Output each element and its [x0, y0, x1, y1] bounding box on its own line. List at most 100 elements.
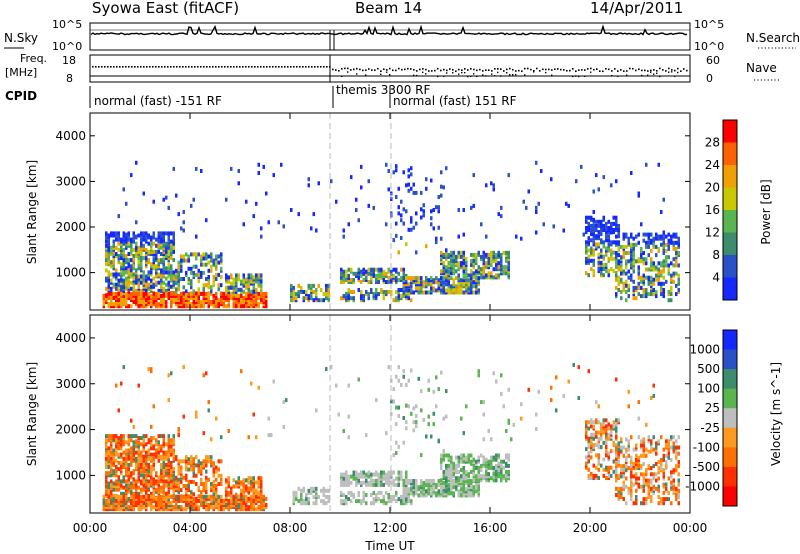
heatmap-cell	[670, 486, 673, 491]
heatmap-cell	[147, 438, 150, 443]
heatmap-cell	[352, 493, 355, 497]
heatmap-cell	[242, 480, 245, 485]
heatmap-cell	[217, 304, 220, 309]
heatmap-cell	[652, 447, 655, 452]
heatmap-cell	[112, 243, 115, 248]
heatmap-cell	[152, 235, 155, 240]
heatmap-cell	[197, 293, 200, 298]
freq-point	[632, 67, 634, 70]
heatmap-cell	[512, 422, 515, 427]
heatmap-cell	[442, 453, 445, 458]
heatmap-cell	[130, 252, 133, 256]
heatmap-cell	[115, 233, 118, 238]
heatmap-cell	[652, 472, 655, 477]
heatmap-cell	[657, 277, 660, 282]
heatmap-cell	[660, 457, 663, 462]
heatmap-cell	[650, 267, 653, 272]
heatmap-cell	[630, 460, 633, 464]
heatmap-cell	[587, 473, 590, 478]
heatmap-cell	[587, 445, 590, 450]
heatmap-cell	[132, 454, 135, 459]
heatmap-cell	[675, 271, 678, 276]
heatmap-cell	[165, 450, 168, 455]
heatmap-cell	[110, 479, 113, 484]
heatmap-cell	[665, 439, 668, 444]
heatmap-cell	[592, 443, 595, 447]
heatmap-cell	[465, 472, 468, 477]
heatmap-cell	[232, 285, 235, 290]
heatmap-cell	[440, 478, 443, 483]
heatmap-cell	[145, 278, 148, 283]
heatmap-cell	[230, 501, 233, 505]
heatmap-cell	[362, 480, 365, 485]
heatmap-cell	[650, 396, 653, 400]
heatmap-cell	[132, 452, 135, 457]
heatmap-cell	[602, 273, 605, 278]
heatmap-cell	[412, 276, 415, 281]
heatmap-cell	[362, 271, 365, 276]
heatmap-cell	[315, 296, 318, 301]
heatmap-cell	[650, 292, 653, 297]
heatmap-cell	[392, 482, 395, 487]
heatmap-cell	[425, 491, 428, 496]
heatmap-cell	[487, 261, 490, 266]
heatmap-cell	[117, 477, 120, 482]
heatmap-cell	[480, 463, 483, 468]
heatmap-cell	[142, 438, 145, 443]
heatmap-cell	[437, 195, 440, 199]
freq-point	[176, 66, 178, 68]
heatmap-cell	[457, 459, 460, 464]
heatmap-cell	[415, 420, 418, 425]
heatmap-cell	[240, 507, 243, 512]
heatmap-cell	[255, 496, 258, 501]
heatmap-cell	[395, 164, 398, 169]
heatmap-cell	[155, 489, 158, 494]
heatmap-cell	[115, 438, 118, 443]
heatmap-cell	[240, 293, 243, 298]
heatmap-cell	[442, 282, 445, 287]
heatmap-cell	[195, 482, 198, 486]
heatmap-cell	[617, 275, 620, 280]
heatmap-cell	[122, 491, 125, 496]
heatmap-cell	[617, 490, 620, 495]
heatmap-cell	[615, 462, 618, 466]
heatmap-cell	[112, 284, 115, 289]
heatmap-cell	[185, 473, 188, 478]
heatmap-cell	[152, 452, 155, 457]
heatmap-cell	[435, 288, 438, 293]
heatmap-cell	[655, 486, 658, 491]
heatmap-cell	[630, 242, 633, 247]
heatmap-cell	[367, 480, 370, 485]
heatmap-cell	[227, 501, 230, 505]
heatmap-cell	[615, 271, 618, 276]
heatmap-cell	[415, 479, 418, 483]
heatmap-cell	[585, 230, 588, 235]
heatmap-cell	[157, 494, 160, 499]
heatmap-cell	[242, 300, 245, 305]
heatmap-cell	[227, 507, 230, 512]
heatmap-cell	[105, 448, 108, 453]
heatmap-cell	[415, 276, 418, 281]
heatmap-cell	[477, 369, 480, 374]
heatmap-cell	[102, 496, 105, 501]
heatmap-cell	[165, 291, 168, 296]
heatmap-cell	[242, 484, 245, 489]
heatmap-cell	[450, 485, 453, 490]
heatmap-cell	[155, 296, 158, 300]
heatmap-cell	[387, 187, 390, 192]
heatmap-cell	[422, 209, 425, 214]
heatmap-cell	[615, 251, 618, 255]
freq-point	[371, 69, 373, 71]
heatmap-cell	[600, 238, 603, 243]
heatmap-cell	[495, 453, 498, 458]
heatmap-cell	[410, 278, 413, 283]
heatmap-cell	[635, 495, 638, 499]
heatmap-cell	[450, 463, 453, 468]
heatmap-cell	[357, 278, 360, 282]
heatmap-cell	[210, 482, 213, 486]
nave-point	[674, 75, 676, 77]
freq-point	[344, 67, 346, 70]
heatmap-cell	[162, 280, 165, 285]
heatmap-cell	[377, 273, 380, 278]
heatmap-cell	[430, 434, 433, 439]
